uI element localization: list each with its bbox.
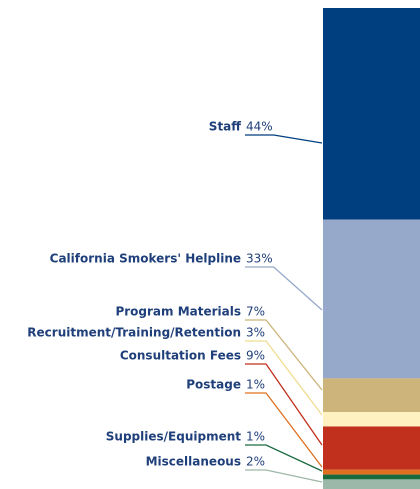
bar-segment (323, 412, 420, 427)
leader-line (245, 363, 323, 446)
segment-label: Postage (186, 378, 241, 392)
bar-segment (323, 474, 420, 480)
value-label: 33% (246, 252, 273, 266)
bar-segment (323, 426, 420, 470)
bar-segment (323, 8, 420, 220)
segment-label: Staff (209, 120, 241, 134)
leader-line (245, 392, 323, 468)
leader-line (245, 340, 323, 416)
value-label: 44% (246, 120, 273, 134)
bar-segment (323, 219, 420, 379)
leader-line (245, 469, 323, 483)
leader-line (245, 444, 323, 472)
segment-label: Recruitment/Training/Retention (27, 326, 241, 340)
value-label: 3% (246, 326, 265, 340)
leader-line (245, 319, 323, 391)
leader-line (245, 266, 323, 311)
segment-label: California Smokers' Helpline (50, 252, 241, 266)
leader-line (245, 134, 323, 144)
segment-label: Consultation Fees (120, 349, 241, 363)
value-label: 2% (246, 455, 265, 469)
value-label: 9% (246, 349, 265, 363)
segment-label: Program Materials (115, 305, 241, 319)
bar-segment (323, 469, 420, 475)
value-label: 1% (246, 430, 265, 444)
value-label: 1% (246, 378, 265, 392)
bar-segment (323, 479, 420, 489)
segment-label: Miscellaneous (146, 455, 241, 469)
value-label: 7% (246, 305, 265, 319)
segment-label: Supplies/Equipment (106, 430, 241, 444)
bar-segment (323, 378, 420, 413)
